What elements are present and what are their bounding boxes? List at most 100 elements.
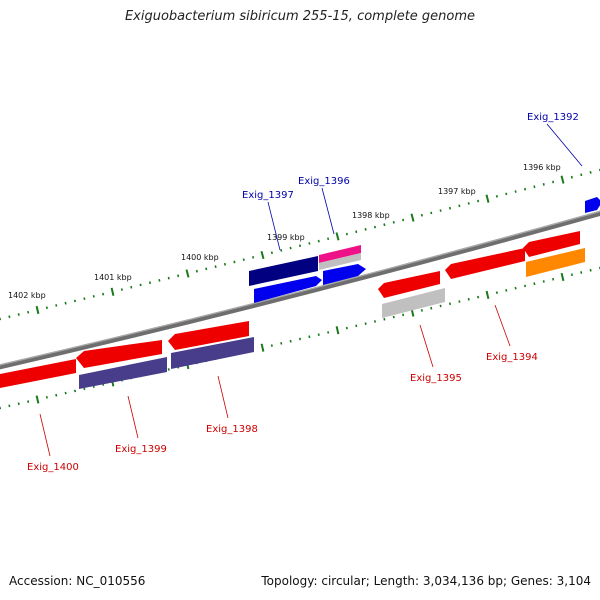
upper-track-tick [589, 171, 592, 174]
lower-track-tick [477, 295, 480, 299]
gene-label-exig-1398[interactable]: Exig_1398 [206, 424, 258, 435]
upper-track-tick [205, 267, 208, 271]
lower-track-tick [17, 402, 20, 406]
feature-forward-top-navy[interactable] [249, 256, 318, 286]
feature-reverse-red-4[interactable] [378, 271, 440, 298]
upper-track-tick [335, 232, 340, 241]
feature-forward-blue-1[interactable] [254, 276, 322, 303]
feature-reverse-grey[interactable] [382, 288, 445, 318]
upper-track-tick [364, 228, 367, 231]
lower-track-tick [260, 343, 265, 352]
gene-label-exig-1397[interactable]: Exig_1397 [242, 190, 294, 201]
upper-track-tick [185, 269, 190, 278]
upper-track-tick [345, 232, 348, 236]
upper-track-tick [477, 199, 480, 203]
kbp-label-1400: 1400 kbp [181, 253, 219, 262]
kbp-label-1397: 1397 kbp [438, 187, 476, 196]
feature-reverse-red-5[interactable] [445, 248, 525, 279]
gene-label-exig-1400[interactable]: Exig_1400 [27, 462, 79, 473]
upper-track-tick [139, 283, 142, 287]
upper-track-tick [252, 255, 255, 259]
feature-reverse-slate-2[interactable] [171, 337, 254, 369]
upper-track-tick [420, 213, 423, 217]
feature-forward-top-magenta[interactable] [319, 245, 361, 263]
feature-reverse-red-1[interactable] [0, 359, 76, 389]
lower-track-tick [27, 400, 30, 403]
upper-track-tick [448, 206, 452, 210]
upper-track-tick [233, 260, 236, 264]
lower-track-tick [589, 268, 592, 272]
upper-track-tick [27, 310, 30, 314]
upper-track-tick [308, 242, 311, 245]
lower-track-tick [373, 320, 377, 323]
upper-track-tick [355, 230, 358, 234]
kbp-label-1401: 1401 kbp [94, 273, 132, 282]
upper-track-tick [560, 175, 565, 184]
feature-reverse-red-3[interactable] [168, 321, 249, 350]
gene-label-exig-1396[interactable]: Exig_1396 [298, 176, 350, 187]
kbp-label-1398: 1398 kbp [352, 211, 390, 220]
tick-tracks [0, 168, 600, 410]
upper-track-tick [402, 218, 405, 222]
lower-track-tick [270, 344, 273, 347]
lower-track-tick [383, 317, 386, 321]
lower-track-tick [485, 290, 490, 300]
feature-reverse-red-6[interactable] [523, 231, 580, 257]
upper-track-tick [280, 249, 283, 252]
upper-track-tick [92, 295, 95, 298]
gene-label-exig-1394[interactable]: Exig_1394 [486, 352, 538, 363]
lower-track-tick [439, 304, 442, 308]
upper-track-tick [148, 281, 152, 285]
lower-track-tick [392, 315, 395, 319]
upper-track-tick [102, 292, 105, 296]
label-leader-lines [39, 123, 583, 457]
feature-forward-blue-2[interactable] [323, 264, 366, 285]
gene-label-exig-1399[interactable]: Exig_1399 [115, 444, 167, 455]
lower-track-tick [45, 396, 48, 399]
lower-track-tick [8, 404, 11, 408]
lower-track-tick [289, 339, 292, 343]
upper-track-tick [83, 297, 86, 301]
reverse-strand-features [0, 231, 585, 389]
upper-track-tick [383, 223, 386, 227]
upper-track-tick [392, 221, 395, 224]
upper-track-tick [35, 305, 40, 315]
upper-track-tick [570, 175, 573, 179]
feature-forward-blue-edge[interactable] [585, 197, 600, 213]
upper-track-tick [73, 299, 77, 303]
gene-label-exig-1395[interactable]: Exig_1395 [410, 373, 462, 384]
upper-track-tick [242, 258, 245, 261]
lower-track-tick [298, 337, 302, 341]
feature-reverse-orange[interactable] [526, 248, 585, 277]
lower-track-tick [64, 391, 67, 395]
lower-track-tick [35, 395, 40, 404]
feature-reverse-red-2[interactable] [76, 340, 162, 368]
upper-track-tick [195, 269, 198, 273]
lower-track-tick [467, 297, 470, 301]
upper-track-tick [485, 194, 490, 203]
kbp-label-1402: 1402 kbp [8, 291, 46, 300]
upper-track-tick [430, 211, 433, 215]
upper-track-tick [514, 190, 517, 193]
upper-track-tick [552, 180, 555, 184]
gene-label-exig-1392[interactable]: Exig_1392 [527, 112, 579, 123]
lower-track-tick [364, 322, 367, 325]
lower-track-tick [167, 368, 170, 371]
upper-track-tick [120, 288, 123, 291]
upper-track-tick [542, 183, 545, 186]
lower-track-tick [533, 282, 536, 286]
lower-track-tick [448, 302, 452, 306]
lower-track-tick [560, 272, 565, 282]
feature-forward-top-grey[interactable] [319, 253, 361, 270]
kbp-label-1396: 1396 kbp [523, 163, 561, 172]
lower-track-tick [327, 331, 330, 334]
lower-track-tick [552, 277, 555, 281]
lower-track-tick [570, 273, 573, 277]
lower-track-tick [495, 291, 498, 295]
lower-track-tick [542, 280, 545, 283]
kbp-label-1399: 1399 kbp [267, 233, 305, 242]
feature-reverse-slate-1[interactable] [79, 357, 167, 389]
lower-track-tick [523, 284, 527, 288]
accession-text: Accession: NC_010556 [9, 574, 146, 588]
